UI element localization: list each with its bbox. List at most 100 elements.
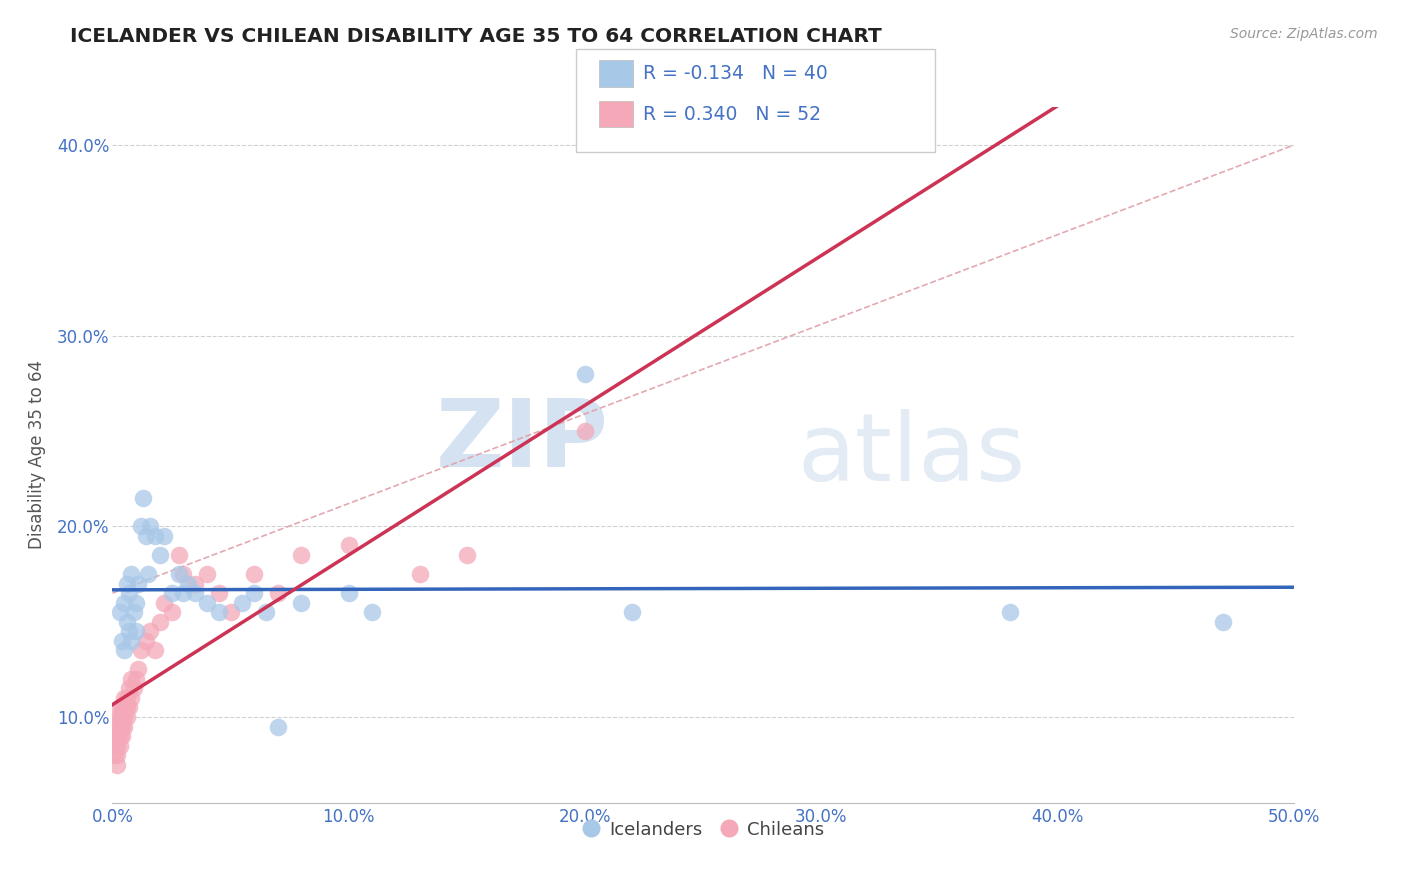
Point bbox=[153, 596, 176, 610]
Point bbox=[120, 567, 142, 582]
Point bbox=[112, 720, 135, 734]
FancyBboxPatch shape bbox=[599, 101, 633, 128]
Point bbox=[105, 729, 128, 743]
Point bbox=[112, 690, 135, 705]
Point bbox=[127, 576, 149, 591]
Text: ICELANDER VS CHILEAN DISABILITY AGE 35 TO 64 CORRELATION CHART: ICELANDER VS CHILEAN DISABILITY AGE 35 T… bbox=[70, 27, 882, 45]
Point bbox=[104, 729, 127, 743]
Point bbox=[136, 567, 159, 582]
Point bbox=[115, 576, 138, 591]
Point bbox=[111, 700, 134, 714]
Point bbox=[195, 567, 218, 582]
Point bbox=[111, 710, 134, 724]
Point bbox=[108, 700, 131, 714]
Point bbox=[104, 739, 127, 753]
Legend: Icelanders, Chileans: Icelanders, Chileans bbox=[575, 814, 831, 846]
Point bbox=[267, 586, 290, 600]
Point bbox=[105, 748, 128, 763]
Point bbox=[184, 586, 207, 600]
Point bbox=[118, 586, 141, 600]
Point bbox=[160, 586, 183, 600]
Point bbox=[108, 605, 131, 619]
Point bbox=[208, 586, 231, 600]
Y-axis label: Disability Age 35 to 64: Disability Age 35 to 64 bbox=[28, 360, 46, 549]
Point bbox=[337, 586, 360, 600]
Text: atlas: atlas bbox=[797, 409, 1026, 501]
Point bbox=[111, 729, 134, 743]
Point bbox=[177, 576, 200, 591]
Point bbox=[118, 624, 141, 639]
Point bbox=[998, 605, 1021, 619]
Point bbox=[122, 605, 145, 619]
Point bbox=[115, 615, 138, 629]
Point bbox=[184, 576, 207, 591]
Point bbox=[361, 605, 384, 619]
Point bbox=[120, 633, 142, 648]
Point bbox=[290, 548, 312, 562]
Point bbox=[574, 424, 596, 438]
FancyBboxPatch shape bbox=[576, 49, 935, 152]
Point bbox=[219, 605, 242, 619]
Point bbox=[456, 548, 478, 562]
Point bbox=[153, 529, 176, 543]
Point bbox=[160, 605, 183, 619]
Point bbox=[105, 757, 128, 772]
Point bbox=[129, 643, 152, 657]
Point bbox=[108, 720, 131, 734]
Point bbox=[125, 672, 148, 686]
FancyBboxPatch shape bbox=[599, 61, 633, 87]
Point bbox=[172, 586, 194, 600]
Point bbox=[290, 596, 312, 610]
Point bbox=[112, 710, 135, 724]
Point bbox=[127, 662, 149, 676]
Point bbox=[139, 624, 162, 639]
Point bbox=[149, 548, 172, 562]
Text: Source: ZipAtlas.com: Source: ZipAtlas.com bbox=[1230, 27, 1378, 41]
Point bbox=[104, 748, 127, 763]
Point bbox=[111, 633, 134, 648]
Point bbox=[112, 700, 135, 714]
Point bbox=[143, 529, 166, 543]
Point bbox=[120, 690, 142, 705]
Point bbox=[621, 605, 644, 619]
Point bbox=[231, 596, 253, 610]
Point bbox=[243, 567, 266, 582]
Point bbox=[118, 700, 141, 714]
Point bbox=[195, 596, 218, 610]
Point bbox=[118, 681, 141, 696]
Point bbox=[208, 605, 231, 619]
Point bbox=[105, 739, 128, 753]
Point bbox=[120, 672, 142, 686]
Point bbox=[135, 633, 157, 648]
Point bbox=[574, 367, 596, 381]
Text: R = -0.134   N = 40: R = -0.134 N = 40 bbox=[643, 64, 827, 83]
Point bbox=[112, 596, 135, 610]
Point bbox=[105, 720, 128, 734]
Point bbox=[139, 519, 162, 533]
Point bbox=[115, 690, 138, 705]
Point bbox=[112, 643, 135, 657]
Point bbox=[129, 519, 152, 533]
Point bbox=[337, 539, 360, 553]
Point bbox=[167, 548, 190, 562]
Point bbox=[105, 710, 128, 724]
Point bbox=[108, 739, 131, 753]
Point bbox=[108, 729, 131, 743]
Point bbox=[408, 567, 430, 582]
Point bbox=[115, 710, 138, 724]
Point bbox=[115, 700, 138, 714]
Point bbox=[254, 605, 277, 619]
Point bbox=[125, 596, 148, 610]
Point bbox=[1212, 615, 1234, 629]
Point bbox=[125, 624, 148, 639]
Point bbox=[108, 710, 131, 724]
Point bbox=[172, 567, 194, 582]
Point bbox=[111, 720, 134, 734]
Point bbox=[267, 720, 290, 734]
Point bbox=[167, 567, 190, 582]
Point bbox=[143, 643, 166, 657]
Point bbox=[149, 615, 172, 629]
Point bbox=[243, 586, 266, 600]
Point bbox=[122, 681, 145, 696]
Point bbox=[132, 491, 155, 505]
